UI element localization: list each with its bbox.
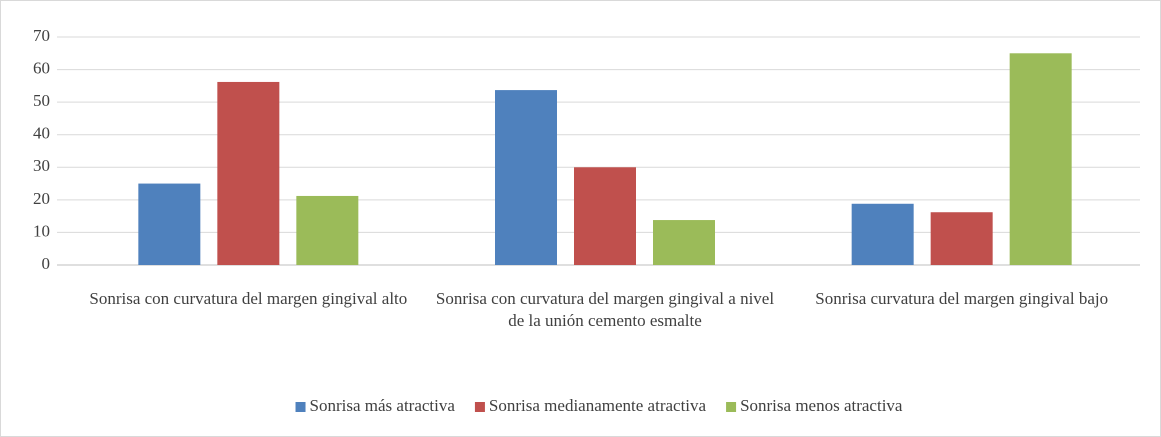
bar	[495, 90, 557, 265]
legend-swatch	[474, 402, 485, 412]
y-tick-label: 50	[33, 91, 50, 110]
x-tick-line: de la unión cemento esmalte	[508, 311, 702, 330]
legend-label: Sonrisa medianamente atractiva	[489, 396, 707, 415]
bar	[851, 203, 914, 265]
legend-swatch	[726, 402, 737, 412]
bar	[930, 212, 993, 265]
legend-label: Sonrisa más atractiva	[310, 396, 456, 415]
y-tick-label: 30	[33, 156, 50, 175]
y-tick-label: 0	[42, 254, 51, 273]
legend-item: Sonrisa menos atractiva	[726, 396, 903, 415]
bar	[653, 220, 715, 265]
y-tick-label: 70	[33, 26, 50, 45]
bar	[217, 81, 280, 265]
x-tick-line: Sonrisa con curvatura del margen gingiva…	[89, 289, 407, 308]
x-tick-label: Sonrisa con curvatura del margen gingiva…	[89, 289, 407, 308]
y-tick-label: 40	[33, 124, 50, 143]
legend-item: Sonrisa medianamente atractiva	[474, 396, 707, 415]
bar	[138, 183, 201, 265]
y-tick-label: 20	[33, 189, 50, 208]
bar	[296, 195, 359, 265]
x-tick-line: Sonrisa con curvatura del margen gingiva…	[436, 289, 774, 308]
legend-swatch	[295, 402, 306, 412]
x-tick-line: Sonrisa curvatura del margen gingival ba…	[815, 289, 1108, 308]
x-tick-label: Sonrisa curvatura del margen gingival ba…	[815, 289, 1108, 308]
bar	[574, 167, 636, 265]
y-tick-label: 10	[33, 221, 50, 240]
bar	[1009, 53, 1072, 266]
y-tick-label: 60	[33, 58, 50, 77]
legend-label: Sonrisa menos atractiva	[740, 396, 903, 415]
legend-item: Sonrisa más atractiva	[295, 396, 456, 415]
x-tick-label: Sonrisa con curvatura del margen gingiva…	[436, 289, 774, 330]
